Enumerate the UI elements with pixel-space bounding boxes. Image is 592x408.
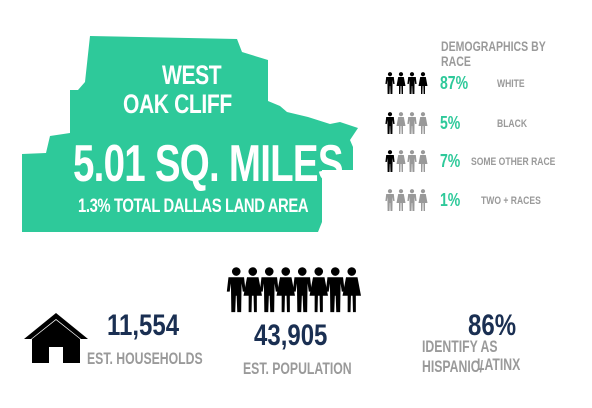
hispanic-label-line1: IDENTIFY AS HISPANIC/	[422, 337, 498, 376]
people-icon	[385, 150, 428, 172]
area-name-line1: WEST	[162, 60, 222, 90]
race-row-white: 87% WHITE	[385, 71, 585, 97]
house-icon	[24, 313, 88, 363]
race-pct: 87%	[440, 73, 469, 93]
person-icon	[407, 112, 417, 134]
race-label: BLACK	[497, 118, 528, 130]
people-icon	[385, 189, 428, 211]
person-icon	[418, 112, 428, 134]
person-icon	[418, 72, 428, 94]
person-icon	[407, 72, 417, 94]
person-icon	[418, 189, 428, 211]
person-icon	[276, 267, 295, 313]
person-icon	[396, 112, 406, 134]
person-icon	[309, 267, 328, 313]
race-pct: 7%	[440, 151, 461, 171]
hispanic-value: 86%	[468, 309, 517, 342]
person-icon	[396, 72, 406, 94]
population-value: 43,905	[254, 319, 328, 352]
race-pct: 5%	[440, 113, 461, 133]
person-icon	[325, 267, 345, 313]
population-label: EST. POPULATION	[243, 359, 352, 378]
area-name-line2: OAK CLIFF	[123, 89, 232, 119]
people-icon	[385, 72, 428, 94]
households-label: EST. HOUSEHOLDS	[87, 349, 203, 368]
person-icon	[292, 267, 312, 313]
households-value: 11,554	[107, 309, 180, 342]
race-row-black: 5% BLACK	[385, 111, 585, 137]
area-share-of-dallas: 1.3% TOTAL DALLAS LAND AREA	[78, 196, 309, 217]
person-icon	[385, 189, 395, 211]
person-icon	[407, 189, 417, 211]
person-icon	[385, 112, 395, 134]
person-icon	[243, 267, 262, 313]
hispanic-label-line2: LATINX	[477, 355, 521, 374]
person-icon	[407, 150, 417, 172]
person-icon	[418, 150, 428, 172]
person-icon	[259, 267, 279, 313]
population-people-icon	[226, 267, 361, 313]
race-row-some-other: 7% SOME OTHER RACE	[385, 149, 585, 175]
area-size: 5.01 SQ. MILES	[73, 135, 344, 193]
race-label: WHITE	[497, 78, 525, 90]
demographics-title: DEMOGRAPHICS BY RACE	[441, 39, 546, 69]
race-label: SOME OTHER RACE	[471, 156, 556, 168]
race-pct: 1%	[440, 190, 461, 210]
person-icon	[385, 150, 395, 172]
race-label: TWO + RACES	[481, 195, 541, 207]
person-icon	[342, 267, 361, 313]
race-row-two-plus: 1% TWO + RACES	[385, 188, 585, 214]
person-icon	[396, 189, 406, 211]
people-icon	[385, 112, 428, 134]
person-icon	[385, 72, 395, 94]
person-icon	[396, 150, 406, 172]
person-icon	[226, 267, 246, 313]
